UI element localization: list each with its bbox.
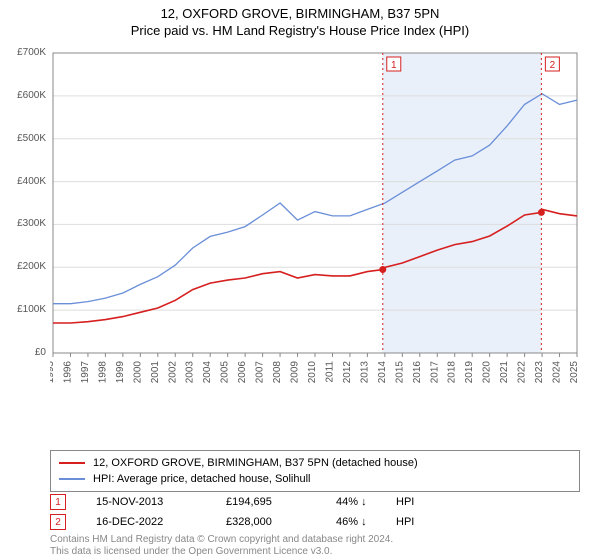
transaction-row: 2 16-DEC-2022 £328,000 46% ↓ HPI (50, 512, 580, 532)
svg-text:2016: 2016 (412, 361, 423, 384)
svg-text:2025: 2025 (569, 361, 580, 384)
transaction-marker: 1 (50, 494, 66, 510)
svg-text:2015: 2015 (394, 361, 405, 384)
y-tick-label: £0 (35, 347, 46, 358)
y-tick-label: £400K (17, 176, 46, 187)
svg-text:2002: 2002 (167, 361, 178, 384)
transaction-hpi-label: HPI (396, 496, 414, 508)
chart-container: 12, OXFORD GROVE, BIRMINGHAM, B37 5PN Pr… (0, 0, 600, 560)
svg-text:2007: 2007 (255, 361, 266, 384)
title-block: 12, OXFORD GROVE, BIRMINGHAM, B37 5PN Pr… (0, 0, 600, 38)
svg-text:2019: 2019 (464, 361, 475, 384)
legend-item: 12, OXFORD GROVE, BIRMINGHAM, B37 5PN (d… (59, 455, 571, 471)
svg-text:2005: 2005 (220, 361, 231, 384)
svg-text:2022: 2022 (517, 361, 528, 384)
svg-text:2009: 2009 (290, 361, 301, 384)
legend-box: 12, OXFORD GROVE, BIRMINGHAM, B37 5PN (d… (50, 450, 580, 492)
legend-label: 12, OXFORD GROVE, BIRMINGHAM, B37 5PN (d… (93, 457, 418, 469)
svg-text:1997: 1997 (80, 361, 91, 384)
svg-text:2008: 2008 (272, 361, 283, 384)
svg-text:1999: 1999 (115, 361, 126, 384)
svg-text:2021: 2021 (499, 361, 510, 384)
y-tick-label: £200K (17, 261, 46, 272)
legend-swatch (59, 478, 85, 480)
footer-line-2: This data is licensed under the Open Gov… (50, 546, 393, 558)
y-tick-label: £500K (17, 133, 46, 144)
transaction-hpi-label: HPI (396, 516, 414, 528)
legend-swatch (59, 462, 85, 464)
svg-text:2010: 2010 (307, 361, 318, 384)
transaction-row: 1 15-NOV-2013 £194,695 44% ↓ HPI (50, 492, 580, 512)
y-tick-label: £100K (17, 304, 46, 315)
svg-text:1: 1 (391, 60, 397, 71)
transaction-date: 15-NOV-2013 (96, 496, 226, 508)
chart-area: 1 2 1995 1996 1997 1998 1999 2000 2001 2002 2003 20… (50, 50, 580, 400)
svg-text:2014: 2014 (377, 361, 388, 384)
transaction-date: 16-DEC-2022 (96, 516, 226, 528)
title-line-2: Price paid vs. HM Land Registry's House … (0, 23, 600, 38)
y-tick-label: £600K (17, 90, 46, 101)
svg-text:2011: 2011 (324, 361, 335, 383)
svg-text:2: 2 (550, 60, 556, 71)
footer-line-1: Contains HM Land Registry data © Crown c… (50, 534, 393, 546)
svg-text:2003: 2003 (185, 361, 196, 384)
svg-text:2024: 2024 (552, 361, 563, 384)
chart-svg: 1 2 1995 1996 1997 1998 1999 2000 2001 2002 2003 20… (50, 50, 580, 400)
transaction-price: £328,000 (226, 516, 336, 528)
svg-text:2012: 2012 (342, 361, 353, 384)
legend-item: HPI: Average price, detached house, Soli… (59, 471, 571, 487)
svg-text:2013: 2013 (359, 361, 370, 384)
svg-text:2000: 2000 (132, 361, 143, 384)
transaction-marker: 2 (50, 514, 66, 530)
y-tick-label: £300K (17, 218, 46, 229)
svg-text:2006: 2006 (237, 361, 248, 384)
down-arrow-icon: ↓ (361, 496, 367, 508)
transaction-pct: 44% ↓ (336, 496, 396, 508)
svg-text:2004: 2004 (202, 361, 213, 384)
svg-text:1998: 1998 (97, 361, 108, 384)
svg-text:2001: 2001 (150, 361, 161, 384)
y-tick-label: £700K (17, 47, 46, 58)
transaction-pct: 46% ↓ (336, 516, 396, 528)
transaction-price: £194,695 (226, 496, 336, 508)
title-line-1: 12, OXFORD GROVE, BIRMINGHAM, B37 5PN (0, 6, 600, 21)
svg-text:2020: 2020 (482, 361, 493, 384)
svg-text:1995: 1995 (50, 361, 56, 384)
transactions-table: 1 15-NOV-2013 £194,695 44% ↓ HPI 2 16-DE… (50, 492, 580, 532)
down-arrow-icon: ↓ (361, 516, 367, 528)
svg-text:2023: 2023 (534, 361, 545, 384)
legend-label: HPI: Average price, detached house, Soli… (93, 473, 311, 485)
svg-text:2018: 2018 (447, 361, 458, 384)
svg-text:2017: 2017 (429, 361, 440, 384)
footer-attribution: Contains HM Land Registry data © Crown c… (50, 534, 393, 558)
svg-text:1996: 1996 (62, 361, 73, 384)
